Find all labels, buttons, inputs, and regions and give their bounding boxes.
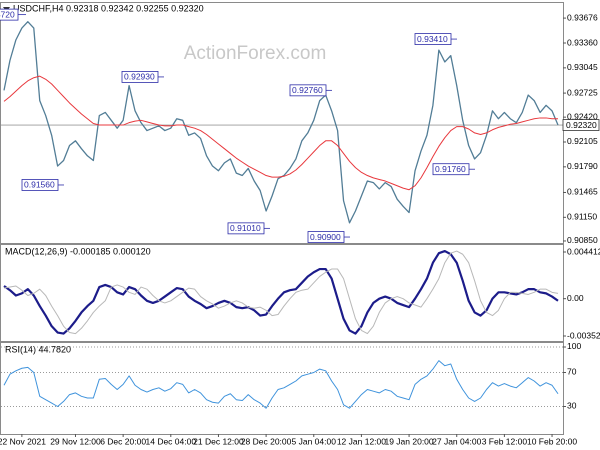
annotation-label: 0.93720 [0, 9, 15, 19]
x-tick-label: 29 Nov 12:00 [50, 436, 101, 446]
annotation-label: 0.91760 [435, 164, 466, 174]
x-tick-label: 21 Dec 12:00 [193, 436, 244, 446]
annotation-label: 0.90900 [310, 232, 341, 242]
y-tick-label: 0.91790 [567, 161, 598, 171]
x-tick-label: 22 Nov 2021 [0, 436, 46, 446]
x-tick-label: 28 Dec 20:00 [241, 436, 292, 446]
x-tick-label: 14 Dec 04:00 [146, 436, 197, 446]
y-tick-label: 0.004412 [567, 246, 600, 256]
y-tick-label: 0.91150 [567, 212, 597, 222]
series-line [3, 75, 558, 191]
annotation-label: 0.92930 [124, 72, 155, 82]
series-line [3, 360, 559, 409]
x-tick-label: 3 Feb 12:00 [482, 436, 528, 446]
y-tick-label: 0.90850 [567, 235, 598, 245]
macd-panel-frame [0, 244, 564, 342]
annotation-label: 0.91010 [230, 223, 261, 233]
y-tick-label: 0.92725 [567, 87, 598, 97]
y-tick-label: 0.92420 [567, 111, 598, 121]
y-tick-label: -0.003528 [567, 330, 600, 340]
y-tick-label: 0.91465 [567, 187, 598, 197]
x-tick-label: 10 Feb 20:00 [527, 436, 577, 446]
x-tick-label: 5 Jan 04:00 [292, 436, 337, 446]
macd-title: MACD(12,26,9) -0.000185 0.000120 [5, 246, 151, 256]
y-tick-label: 100 [567, 341, 581, 351]
x-tick-label: 12 Jan 12:00 [337, 436, 386, 446]
y-tick-label: 0.93360 [567, 37, 598, 47]
rsi-panel-frame [0, 342, 564, 435]
x-tick-label: 27 Jan 04:00 [432, 436, 481, 446]
y-tick-label: 0.93676 [567, 12, 598, 22]
y-tick-label: 0.92105 [567, 136, 598, 146]
chart-title: USDCHF,H4 0.92318 0.92342 0.92255 0.9232… [13, 3, 204, 13]
rsi-title: RSI(14) 44.7820 [5, 344, 71, 354]
annotation-label: 0.93410 [417, 34, 448, 44]
y-tick-label: 0.93045 [567, 62, 598, 72]
current-price-label: 0.92320 [566, 120, 597, 130]
current-price-box [562, 119, 600, 131]
annotation-label: 0.92760 [292, 85, 323, 95]
x-tick-label: 19 Jan 20:00 [384, 436, 433, 446]
watermark: ActionForex.com [184, 43, 327, 64]
series-line [3, 249, 559, 335]
y-tick-label: 0.00 [567, 293, 584, 303]
series-line [3, 250, 559, 335]
annotation-label: 0.91560 [24, 180, 55, 190]
y-tick-label: 30 [567, 401, 577, 411]
y-tick-label: 70 [567, 367, 577, 377]
x-tick-label: 6 Dec 20:00 [100, 436, 146, 446]
